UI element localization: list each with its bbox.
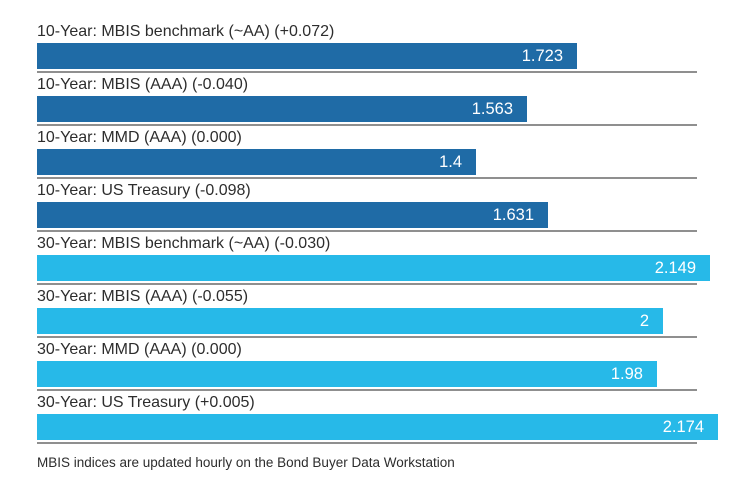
chart-row: 10-Year: MMD (AAA) (0.000) 1.4 xyxy=(37,128,740,181)
row-label: 10-Year: MMD (AAA) (0.000) xyxy=(37,129,242,146)
row-separator xyxy=(37,283,697,285)
row-label: 10-Year: US Treasury (-0.098) xyxy=(37,182,251,199)
row-separator xyxy=(37,389,697,391)
bar: 1.98 xyxy=(37,361,657,387)
chart-row: 10-Year: US Treasury (-0.098) 1.631 xyxy=(37,181,740,234)
chart-row: 30-Year: US Treasury (+0.005) 2.174 xyxy=(37,393,740,446)
chart-row: 30-Year: MBIS benchmark (~AA) (-0.030) 2.… xyxy=(37,234,740,287)
bar-value-label: 2.149 xyxy=(654,259,696,277)
bar: 2.149 xyxy=(37,255,710,281)
bar-value-label: 1.98 xyxy=(610,365,643,383)
bar: 1.563 xyxy=(37,96,527,122)
bar-value-label: 1.723 xyxy=(521,47,563,65)
bar-value-label: 1.631 xyxy=(492,206,534,224)
row-separator xyxy=(37,230,697,232)
chart-row: 10-Year: MBIS benchmark (~AA) (+0.072) 1.… xyxy=(37,22,740,75)
bar-value-label: 1.563 xyxy=(471,100,513,118)
row-separator xyxy=(37,336,697,338)
row-separator xyxy=(37,71,697,73)
row-label: 30-Year: US Treasury (+0.005) xyxy=(37,394,255,411)
bar-value-label: 1.4 xyxy=(439,153,462,171)
bar-value-label: 2.174 xyxy=(662,418,704,436)
yield-bar-chart: 10-Year: MBIS benchmark (~AA) (+0.072) 1.… xyxy=(37,22,740,446)
row-label: 10-Year: MBIS benchmark (~AA) (+0.072) xyxy=(37,23,335,40)
bar: 2 xyxy=(37,308,663,334)
bar: 1.4 xyxy=(37,149,476,175)
row-label: 30-Year: MMD (AAA) (0.000) xyxy=(37,341,242,358)
bar-value-label: 2 xyxy=(639,312,649,330)
bar: 1.631 xyxy=(37,202,548,228)
row-label: 10-Year: MBIS (AAA) (-0.040) xyxy=(37,76,249,93)
bar: 1.723 xyxy=(37,43,577,69)
bar: 2.174 xyxy=(37,414,718,440)
chart-row: 30-Year: MMD (AAA) (0.000) 1.98 xyxy=(37,340,740,393)
chart-row: 30-Year: MBIS (AAA) (-0.055) 2 xyxy=(37,287,740,340)
row-separator xyxy=(37,442,697,444)
row-label: 30-Year: MBIS benchmark (~AA) (-0.030) xyxy=(37,235,331,252)
chart-row: 10-Year: MBIS (AAA) (-0.040) 1.563 xyxy=(37,75,740,128)
row-separator xyxy=(37,124,697,126)
row-label: 30-Year: MBIS (AAA) (-0.055) xyxy=(37,288,249,305)
chart-footnote: MBIS indices are updated hourly on the B… xyxy=(37,455,455,470)
row-separator xyxy=(37,177,697,179)
